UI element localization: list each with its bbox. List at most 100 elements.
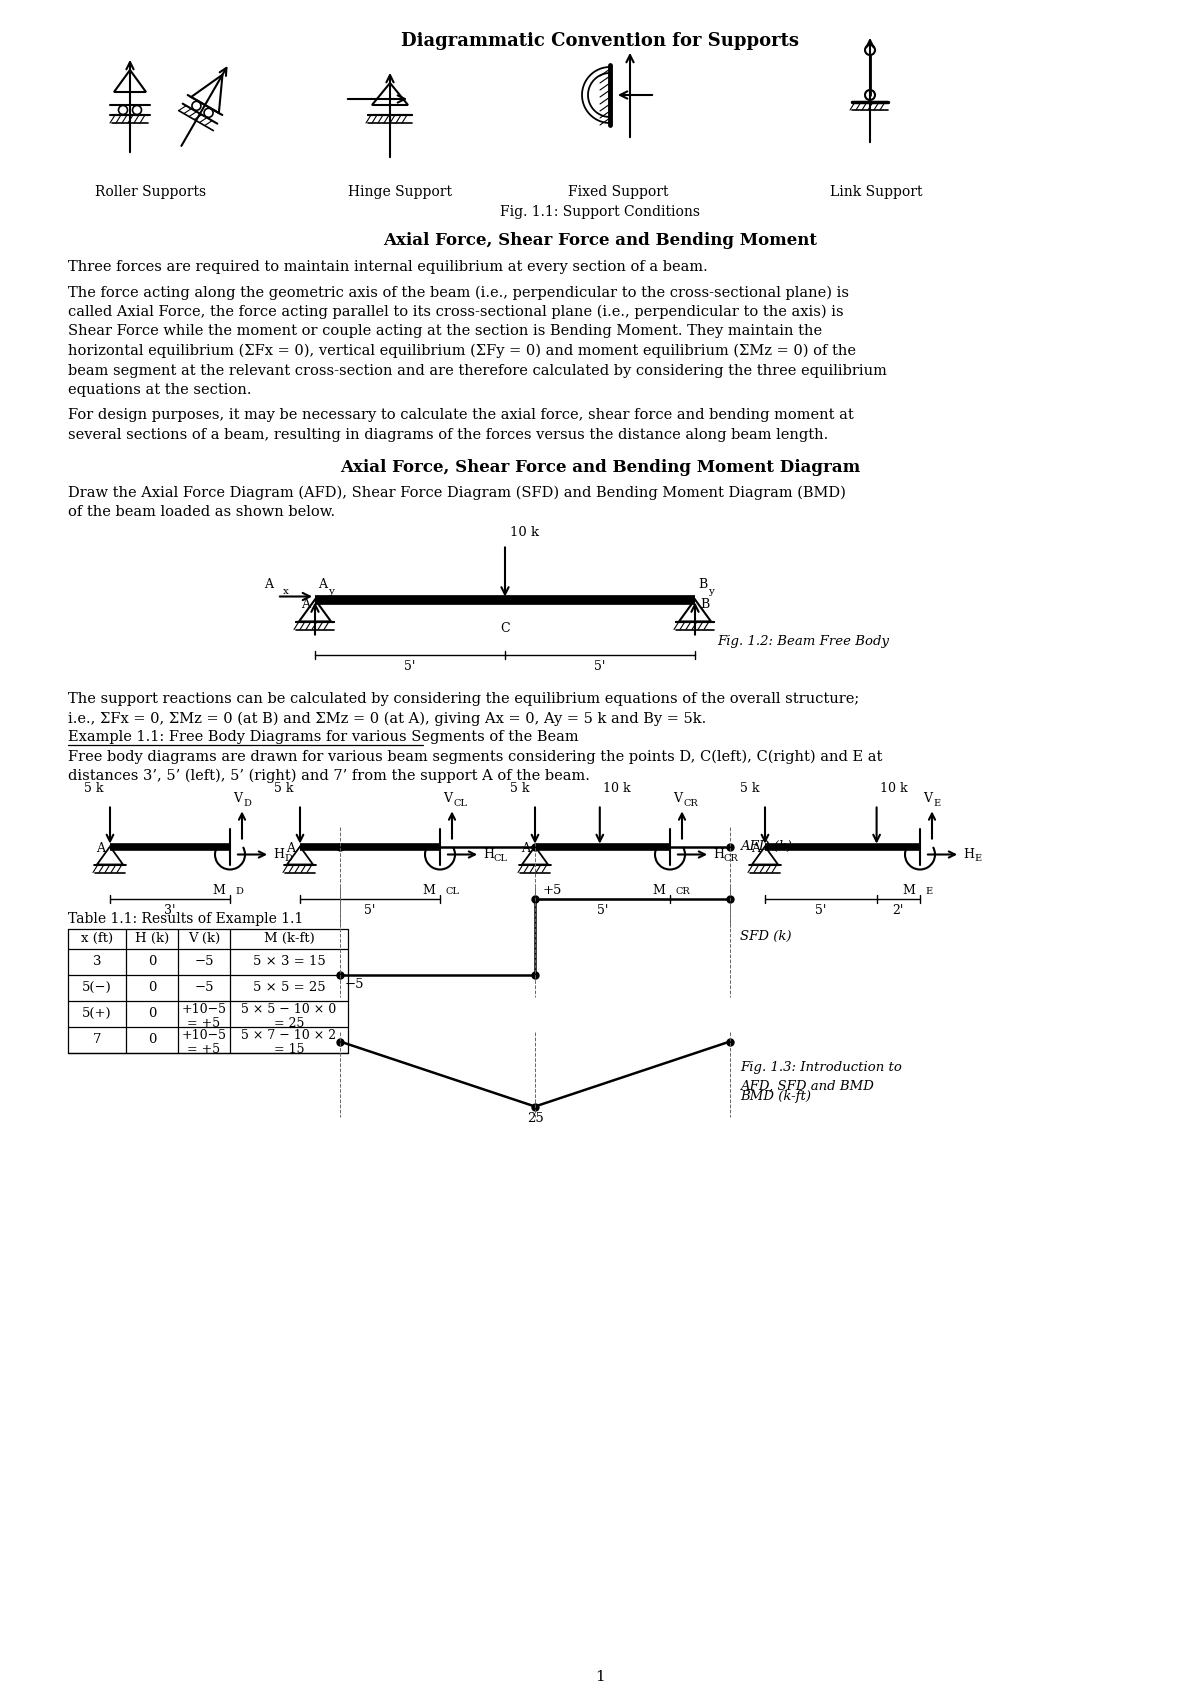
Text: Free body diagrams are drawn for various beam segments considering the points D,: Free body diagrams are drawn for various… (68, 750, 882, 764)
Text: SFD (k): SFD (k) (740, 930, 792, 944)
Text: E: E (974, 854, 982, 864)
Text: 5 × 5 = 25: 5 × 5 = 25 (253, 981, 325, 994)
Text: = +5: = +5 (187, 1017, 221, 1030)
Text: 10 k: 10 k (602, 782, 630, 794)
Text: distances 3’, 5’ (left), 5’ (right) and 7’ from the support A of the beam.: distances 3’, 5’ (left), 5’ (right) and … (68, 769, 590, 784)
Text: y: y (708, 587, 714, 596)
Text: 5': 5' (404, 660, 415, 674)
Text: BMD (k-ft): BMD (k-ft) (740, 1089, 811, 1103)
Text: A: A (301, 597, 310, 611)
Text: 1: 1 (595, 1670, 605, 1683)
Text: B: B (700, 597, 709, 611)
Text: A: A (751, 842, 760, 855)
Text: V: V (233, 791, 242, 804)
Text: D: D (284, 854, 292, 864)
Text: Diagrammatic Convention for Supports: Diagrammatic Convention for Supports (401, 32, 799, 49)
Text: = 15: = 15 (274, 1044, 305, 1056)
Text: = 25: = 25 (274, 1017, 304, 1030)
Text: CL: CL (494, 854, 508, 864)
Text: CR: CR (683, 799, 697, 808)
Text: D: D (242, 799, 251, 808)
Text: D: D (235, 886, 242, 896)
Text: E: E (934, 799, 940, 808)
Text: M (k-ft): M (k-ft) (264, 932, 314, 945)
Text: several sections of a beam, resulting in diagrams of the forces versus the dista: several sections of a beam, resulting in… (68, 428, 828, 441)
Text: 5 k: 5 k (275, 782, 294, 794)
Text: M: M (212, 884, 226, 898)
Text: 5': 5' (596, 903, 608, 916)
Text: equations at the section.: equations at the section. (68, 384, 252, 397)
Text: −5: −5 (194, 981, 214, 994)
Text: V: V (923, 791, 932, 804)
Text: of the beam loaded as shown below.: of the beam loaded as shown below. (68, 506, 335, 519)
Text: The force acting along the geometric axis of the beam (i.e., perpendicular to th: The force acting along the geometric axi… (68, 285, 850, 300)
Text: beam segment at the relevant cross-section and are therefore calculated by consi: beam segment at the relevant cross-secti… (68, 363, 887, 377)
Text: 3': 3' (164, 903, 175, 916)
Text: 5': 5' (594, 660, 606, 674)
Text: 7: 7 (92, 1033, 101, 1045)
Text: Draw the Axial Force Diagram (AFD), Shear Force Diagram (SFD) and Bending Moment: Draw the Axial Force Diagram (AFD), Shea… (68, 485, 846, 501)
Text: CL: CL (454, 799, 467, 808)
Text: H: H (482, 848, 494, 860)
Text: 0: 0 (148, 1006, 156, 1020)
Text: 5 k: 5 k (510, 782, 529, 794)
Text: Three forces are required to maintain internal equilibrium at every section of a: Three forces are required to maintain in… (68, 260, 708, 273)
Text: Fig. 1.3: Introduction to: Fig. 1.3: Introduction to (740, 1062, 902, 1074)
Text: Axial Force, Shear Force and Bending Moment: Axial Force, Shear Force and Bending Mom… (383, 232, 817, 249)
Text: i.e., ΣFx = 0, ΣMz = 0 (at B) and ΣMz = 0 (at A), giving Ax = 0, Ay = 5 k and By: i.e., ΣFx = 0, ΣMz = 0 (at B) and ΣMz = … (68, 713, 707, 726)
Text: −5: −5 (194, 955, 214, 967)
Text: CL: CL (445, 886, 458, 896)
Text: AFD (k): AFD (k) (740, 840, 792, 854)
Text: 10 k: 10 k (510, 526, 539, 540)
Text: Hinge Support: Hinge Support (348, 185, 452, 199)
Text: 0: 0 (148, 981, 156, 994)
Text: V: V (443, 791, 452, 804)
Text: Roller Supports: Roller Supports (95, 185, 206, 199)
Text: A: A (318, 579, 326, 592)
Text: 5': 5' (365, 903, 376, 916)
Text: −5: −5 (346, 977, 365, 991)
Text: x (ft): x (ft) (80, 932, 113, 945)
Text: x: x (283, 587, 289, 596)
Text: Table 1.1: Results of Example 1.1: Table 1.1: Results of Example 1.1 (68, 911, 304, 925)
Text: 25: 25 (527, 1113, 544, 1125)
Text: For design purposes, it may be necessary to calculate the axial force, shear for: For design purposes, it may be necessary… (68, 409, 853, 423)
Text: 5(−): 5(−) (82, 981, 112, 994)
Text: Fig. 1.1: Support Conditions: Fig. 1.1: Support Conditions (500, 205, 700, 219)
Text: M: M (652, 884, 665, 898)
Text: A: A (286, 842, 295, 855)
Text: Example 1.1: Free Body Diagrams for various Segments of the Beam: Example 1.1: Free Body Diagrams for vari… (68, 730, 578, 743)
Text: M: M (422, 884, 436, 898)
Text: Shear Force while the moment or couple acting at the section is Bending Moment. : Shear Force while the moment or couple a… (68, 324, 822, 338)
Text: E: E (925, 886, 932, 896)
Text: +10−5: +10−5 (181, 1028, 227, 1042)
Text: 5 × 7 − 10 × 2: 5 × 7 − 10 × 2 (241, 1028, 336, 1042)
Text: C: C (500, 621, 510, 635)
Text: Fig. 1.2: Beam Free Body: Fig. 1.2: Beam Free Body (718, 635, 889, 648)
Text: 2': 2' (893, 903, 904, 916)
Text: H: H (274, 848, 284, 860)
Text: A: A (96, 842, 106, 855)
Text: CR: CR (674, 886, 690, 896)
Text: H: H (964, 848, 974, 860)
Text: y: y (328, 587, 334, 596)
Text: H: H (713, 848, 724, 860)
Text: 3: 3 (92, 955, 101, 967)
Text: A: A (521, 842, 530, 855)
Text: V: V (673, 791, 682, 804)
Text: Link Support: Link Support (830, 185, 923, 199)
Text: The support reactions can be calculated by considering the equilibrium equations: The support reactions can be calculated … (68, 692, 859, 706)
Text: +5: +5 (542, 884, 563, 896)
Text: H (k): H (k) (134, 932, 169, 945)
Text: = +5: = +5 (187, 1044, 221, 1056)
Text: +10−5: +10−5 (181, 1003, 227, 1017)
Text: Axial Force, Shear Force and Bending Moment Diagram: Axial Force, Shear Force and Bending Mom… (340, 460, 860, 477)
Text: called Axial Force, the force acting parallel to its cross-sectional plane (i.e.: called Axial Force, the force acting par… (68, 305, 844, 319)
Text: B: B (698, 579, 707, 592)
Text: 0: 0 (148, 955, 156, 967)
Text: 5 × 5 − 10 × 0: 5 × 5 − 10 × 0 (241, 1003, 337, 1017)
Text: 5 k: 5 k (84, 782, 104, 794)
Text: CR: CR (724, 854, 739, 864)
Text: 5 k: 5 k (739, 782, 760, 794)
Text: A: A (264, 579, 274, 592)
